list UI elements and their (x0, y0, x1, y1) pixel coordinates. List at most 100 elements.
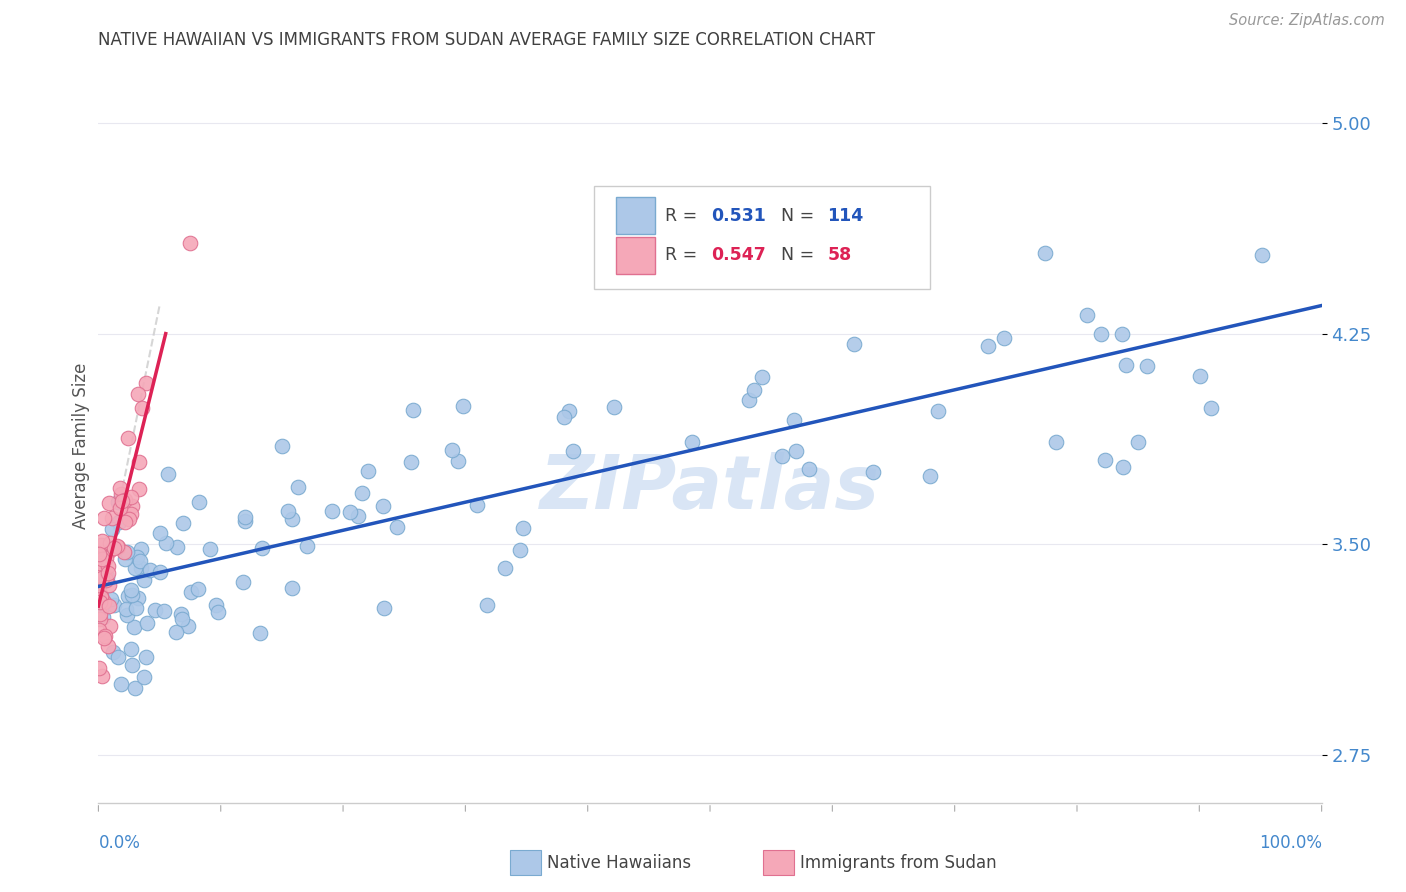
Point (862, 466, 884, 480)
Point (98, 599, 121, 613)
Point (107, 540, 129, 554)
Text: 0.531: 0.531 (711, 207, 766, 225)
Point (110, 487, 132, 501)
Point (89, 595, 111, 609)
Point (1115, 358, 1137, 372)
Point (993, 330, 1015, 344)
Point (93, 632, 115, 646)
Point (446, 454, 468, 468)
Point (139, 563, 162, 577)
Text: 100.0%: 100.0% (1258, 834, 1322, 852)
Point (553, 409, 575, 424)
Point (100, 592, 122, 607)
Point (187, 582, 209, 597)
Point (156, 467, 179, 481)
Point (277, 504, 299, 518)
Point (927, 404, 949, 418)
Point (122, 620, 145, 634)
Point (281, 581, 304, 595)
Point (295, 539, 318, 553)
Text: R =: R = (665, 207, 703, 225)
Point (602, 401, 624, 415)
Point (356, 464, 378, 478)
Point (557, 403, 579, 417)
Point (1188, 368, 1211, 383)
Point (114, 515, 136, 529)
Point (128, 482, 150, 496)
Point (110, 494, 132, 508)
Point (128, 455, 150, 469)
Point (93, 511, 115, 525)
Point (751, 370, 773, 384)
Point (110, 677, 132, 691)
Point (1090, 327, 1112, 342)
Point (346, 509, 368, 524)
Point (165, 624, 187, 639)
Point (112, 545, 135, 559)
Point (89, 559, 111, 574)
Point (120, 582, 142, 597)
Point (350, 486, 373, 500)
Point (90, 590, 112, 604)
Point (399, 455, 422, 469)
Text: 0.547: 0.547 (711, 246, 766, 264)
Point (121, 499, 143, 513)
Text: NATIVE HAWAIIAN VS IMMIGRANTS FROM SUDAN AVERAGE FAMILY SIZE CORRELATION CHART: NATIVE HAWAIIAN VS IMMIGRANTS FROM SUDAN… (98, 31, 876, 49)
Point (287, 479, 309, 493)
Point (235, 514, 257, 528)
Point (120, 507, 142, 521)
Point (91, 598, 114, 612)
Point (180, 584, 202, 599)
Point (108, 481, 131, 495)
Point (1136, 359, 1159, 373)
Point (89, 569, 111, 583)
Point (115, 602, 138, 616)
Point (110, 500, 132, 515)
Point (682, 434, 704, 449)
Point (172, 612, 194, 626)
Point (94, 573, 117, 587)
Point (97, 496, 120, 510)
Point (797, 461, 820, 475)
Point (94, 629, 117, 643)
FancyBboxPatch shape (616, 197, 655, 234)
Point (339, 505, 361, 519)
Point (87, 548, 110, 562)
Point (101, 522, 124, 536)
Point (281, 512, 304, 526)
Point (127, 591, 149, 605)
Point (91, 571, 114, 585)
Point (1033, 246, 1056, 260)
Point (125, 550, 148, 565)
Point (742, 384, 765, 398)
Point (233, 510, 256, 524)
Point (166, 541, 188, 555)
Point (155, 536, 177, 550)
Point (98, 536, 121, 550)
Point (90, 589, 112, 603)
Point (135, 649, 157, 664)
Point (1201, 401, 1223, 415)
Point (232, 575, 254, 590)
Point (402, 402, 425, 417)
Point (373, 601, 395, 615)
Point (1094, 452, 1116, 467)
Point (136, 615, 159, 630)
Point (87, 661, 110, 675)
Point (121, 588, 143, 602)
Point (94, 550, 117, 565)
Point (120, 641, 142, 656)
Point (127, 387, 149, 401)
Point (129, 542, 152, 557)
Point (172, 516, 194, 530)
Point (121, 657, 143, 672)
Point (117, 432, 139, 446)
Point (198, 542, 221, 557)
Point (976, 339, 998, 353)
FancyBboxPatch shape (593, 186, 931, 289)
Point (132, 670, 155, 684)
Point (89, 607, 111, 622)
Point (125, 600, 148, 615)
Point (371, 499, 394, 513)
Point (97, 559, 120, 574)
